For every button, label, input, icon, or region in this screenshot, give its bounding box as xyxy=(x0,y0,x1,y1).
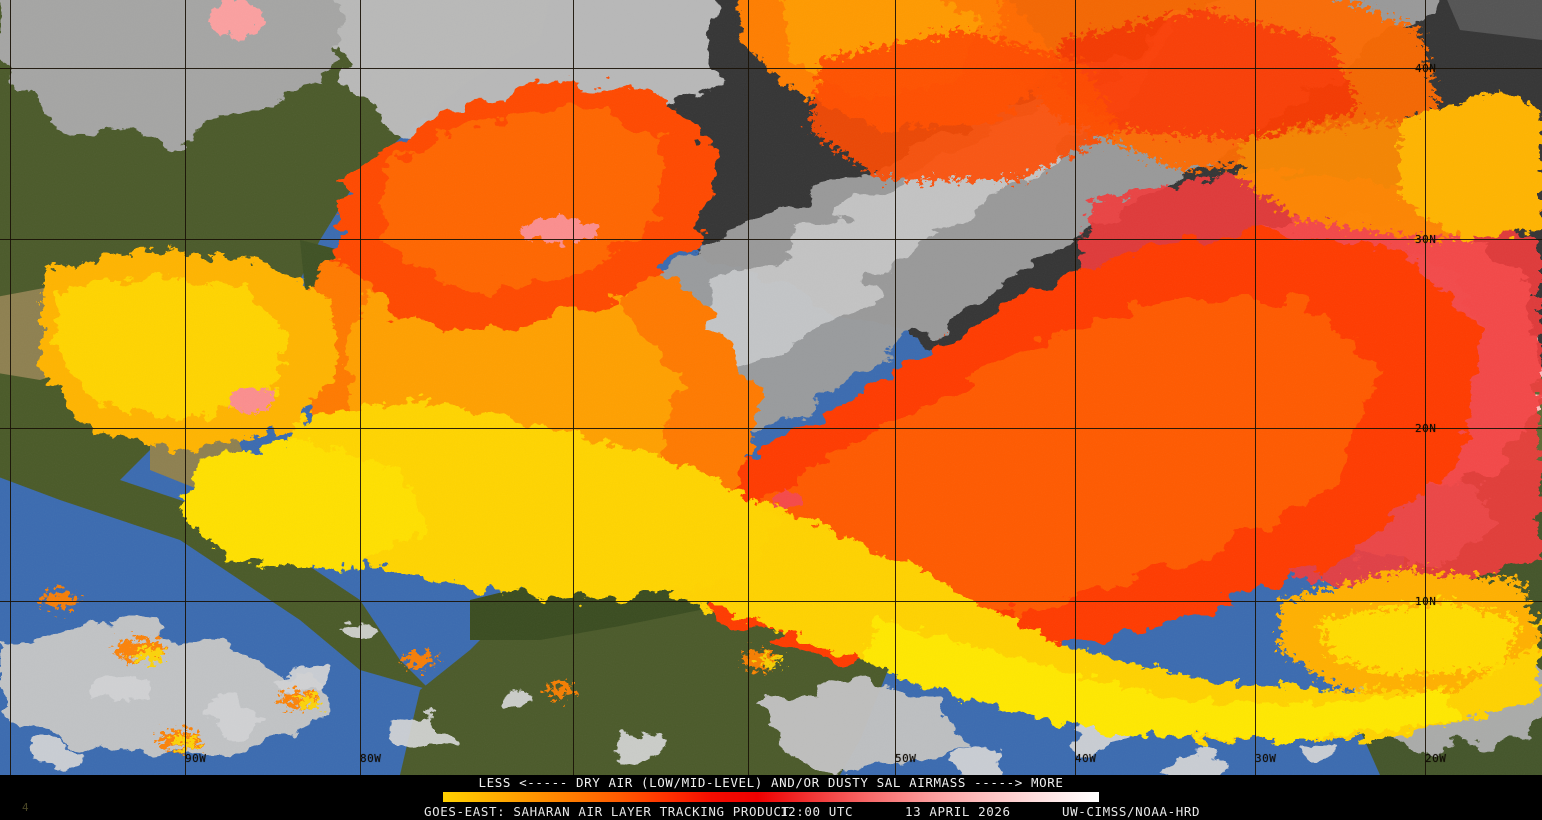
product-credit: UW-CIMSS/NOAA-HRD xyxy=(1062,804,1201,819)
image-grain xyxy=(0,0,1542,775)
annotation-footer: LESS <----- DRY AIR (LOW/MID-LEVEL) AND/… xyxy=(0,775,1542,820)
satellite-imagery xyxy=(0,0,1542,775)
dust-intensity-colorbar xyxy=(443,792,1099,802)
frame-number: 4 xyxy=(22,801,29,814)
product-metadata-line: GOES-EAST: SAHARAN AIR LAYER TRACKING PR… xyxy=(0,804,1542,819)
colorbar-caption: LESS <----- DRY AIR (LOW/MID-LEVEL) AND/… xyxy=(478,775,1064,790)
product-time: 12:00 UTC xyxy=(780,804,854,819)
product-source-label: GOES-EAST: SAHARAN AIR LAYER TRACKING PR… xyxy=(424,804,790,819)
satellite-canvas xyxy=(0,0,1542,775)
product-date: 13 APRIL 2026 xyxy=(905,804,1011,819)
